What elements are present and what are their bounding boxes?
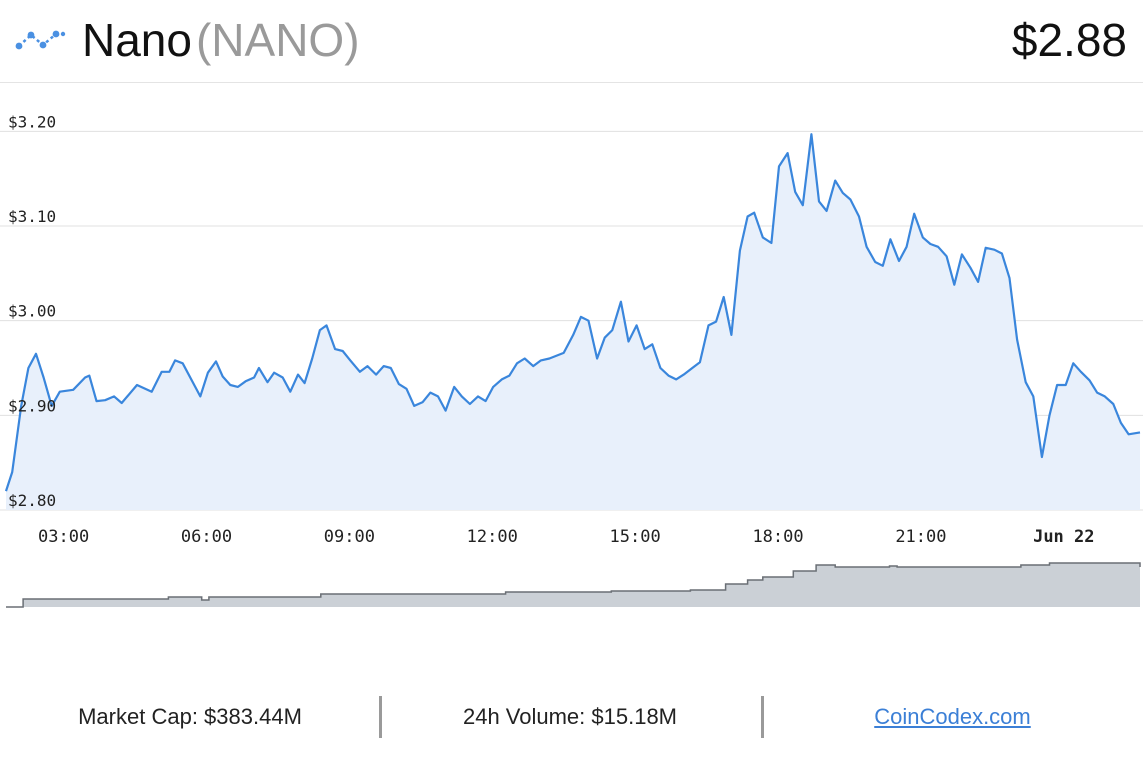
volume-area: [6, 563, 1140, 607]
coin-name: Nano: [82, 14, 192, 66]
y-tick-label: $2.90: [8, 396, 56, 415]
coincodex-link[interactable]: CoinCodex.com: [874, 704, 1031, 729]
x-tick-label: 18:00: [752, 527, 803, 547]
separator: [379, 696, 382, 738]
x-tick-label: 21:00: [895, 527, 946, 547]
current-price: $2.88: [1011, 14, 1127, 66]
volume-24h: 24h Volume: $15.18M: [462, 704, 678, 729]
market-cap: Market Cap: $383.44M: [78, 704, 302, 729]
x-tick-label: 09:00: [324, 527, 375, 547]
y-tick-label: $2.80: [8, 491, 56, 510]
volume-line: [6, 562, 1141, 608]
separator: [761, 696, 764, 738]
x-tick-label: 06:00: [181, 527, 232, 547]
x-tick-label: 15:00: [610, 527, 661, 547]
y-axis-labels: $3.20 $3.10 $3.00 $2.90 $2.80: [8, 112, 56, 510]
price-area: [6, 134, 1140, 510]
coin-symbol: (NANO): [195, 14, 360, 66]
y-tick-label: $3.10: [8, 207, 56, 226]
price-chart[interactable]: $3.20 $3.10 $3.00 $2.90 $2.80 03:00 06:00 09:0…: [0, 83, 1143, 613]
y-tick-label: $3.00: [8, 302, 56, 321]
nano-logo-icon: [15, 30, 66, 50]
x-axis-labels: 03:00 06:00 09:00 12:00 15:00 18:00 21:00 Jun 2…: [38, 527, 1094, 547]
x-tick-label: 12:00: [467, 527, 518, 547]
price-line: [4, 133, 1141, 492]
y-tick-label: $3.20: [8, 112, 56, 131]
x-tick-label: 03:00: [38, 527, 89, 547]
header: Nano(NANO) $2.88: [0, 0, 1143, 83]
x-tick-label: Jun 22: [1033, 527, 1094, 547]
coin-title: Nano(NANO): [82, 12, 360, 68]
footer: Market Cap: $383.44M 24h Volume: $15.18M…: [0, 690, 1143, 746]
